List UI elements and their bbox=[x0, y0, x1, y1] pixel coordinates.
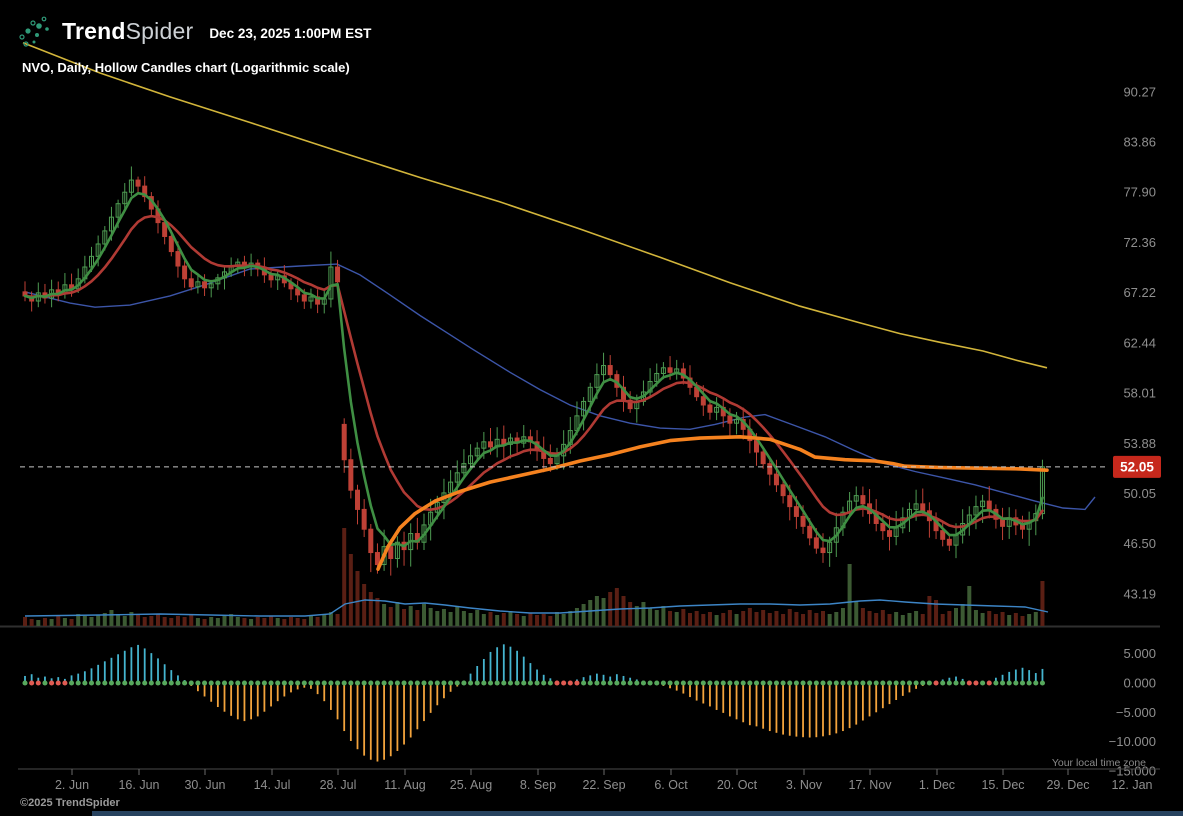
svg-text:29. Dec: 29. Dec bbox=[1046, 778, 1089, 792]
price-axis-labels[interactable]: 90.27 83.86 77.90 72.36 67.22 62.44 58.01 53.88… bbox=[1123, 84, 1156, 601]
volume-series[interactable] bbox=[23, 528, 1045, 626]
svg-text:62.44: 62.44 bbox=[1123, 335, 1156, 350]
svg-text:2. Jun: 2. Jun bbox=[55, 778, 89, 792]
svg-text:15. Dec: 15. Dec bbox=[981, 778, 1024, 792]
chart-symbol-subtitle: NVO, Daily, Hollow Candles chart (Logari… bbox=[22, 60, 350, 75]
oscillator-series[interactable] bbox=[22, 644, 1045, 762]
svg-text:17. Nov: 17. Nov bbox=[848, 778, 892, 792]
svg-text:46.50: 46.50 bbox=[1123, 536, 1156, 551]
svg-text:53.88: 53.88 bbox=[1123, 436, 1156, 451]
svg-text:50.05: 50.05 bbox=[1123, 486, 1156, 501]
svg-text:83.86: 83.86 bbox=[1123, 134, 1156, 149]
svg-text:77.90: 77.90 bbox=[1123, 185, 1156, 200]
svg-text:67.22: 67.22 bbox=[1123, 285, 1156, 300]
last-price-badge: 52.05 bbox=[1113, 455, 1161, 478]
svg-text:8. Sep: 8. Sep bbox=[520, 778, 556, 792]
svg-text:25. Aug: 25. Aug bbox=[450, 778, 492, 792]
candlestick-series[interactable] bbox=[22, 166, 1045, 576]
svg-text:14. Jul: 14. Jul bbox=[254, 778, 291, 792]
svg-text:3. Nov: 3. Nov bbox=[786, 778, 823, 792]
svg-text:28. Jul: 28. Jul bbox=[320, 778, 357, 792]
chart-watermark-header: TrendSpider Dec 23, 2025 1:00PM EST bbox=[14, 10, 371, 52]
brand-wordmark: TrendSpider bbox=[62, 18, 193, 45]
svg-text:5.000: 5.000 bbox=[1123, 646, 1156, 661]
timezone-note[interactable]: Your local time zone bbox=[1052, 757, 1146, 769]
volume-ma-line[interactable] bbox=[24, 599, 1049, 617]
chart-datetime: Dec 23, 2025 1:00PM EST bbox=[209, 26, 372, 41]
svg-text:−5.000: −5.000 bbox=[1116, 705, 1156, 720]
bottom-scrollbar[interactable] bbox=[92, 811, 1183, 816]
svg-text:52.05: 52.05 bbox=[1120, 460, 1154, 475]
brand-spider: Spider bbox=[125, 17, 194, 44]
svg-text:1. Dec: 1. Dec bbox=[919, 778, 955, 792]
svg-text:6. Oct: 6. Oct bbox=[654, 778, 688, 792]
trendspider-logo-icon bbox=[19, 16, 49, 47]
svg-text:30. Jun: 30. Jun bbox=[184, 778, 225, 792]
svg-text:22. Sep: 22. Sep bbox=[582, 778, 625, 792]
sma-blue-line[interactable] bbox=[24, 263, 1096, 511]
svg-text:−10.000: −10.000 bbox=[1109, 734, 1156, 749]
svg-text:43.19: 43.19 bbox=[1123, 587, 1156, 602]
copyright-text: ©2025 TrendSpider bbox=[20, 797, 120, 809]
brand-trend: Trend bbox=[62, 17, 126, 44]
svg-text:72.36: 72.36 bbox=[1123, 235, 1156, 250]
svg-text:Your local time zone: Your local time zone bbox=[1052, 757, 1146, 769]
anchored-vwap-line[interactable] bbox=[376, 434, 1049, 571]
svg-text:11. Aug: 11. Aug bbox=[384, 778, 426, 792]
ma-yellow-line[interactable] bbox=[22, 42, 1048, 369]
svg-text:16. Jun: 16. Jun bbox=[118, 778, 159, 792]
svg-text:0.000: 0.000 bbox=[1123, 676, 1156, 691]
svg-text:12. Jan: 12. Jan bbox=[1111, 778, 1152, 792]
time-axis[interactable]: 2. Jun 16. Jun 30. Jun 14. Jul 28. Jul 11. Au… bbox=[18, 768, 1160, 792]
ema-fast-line[interactable] bbox=[23, 191, 1044, 548]
svg-text:58.01: 58.01 bbox=[1123, 386, 1156, 401]
svg-text:20. Oct: 20. Oct bbox=[717, 778, 758, 792]
svg-text:90.27: 90.27 bbox=[1123, 84, 1156, 99]
